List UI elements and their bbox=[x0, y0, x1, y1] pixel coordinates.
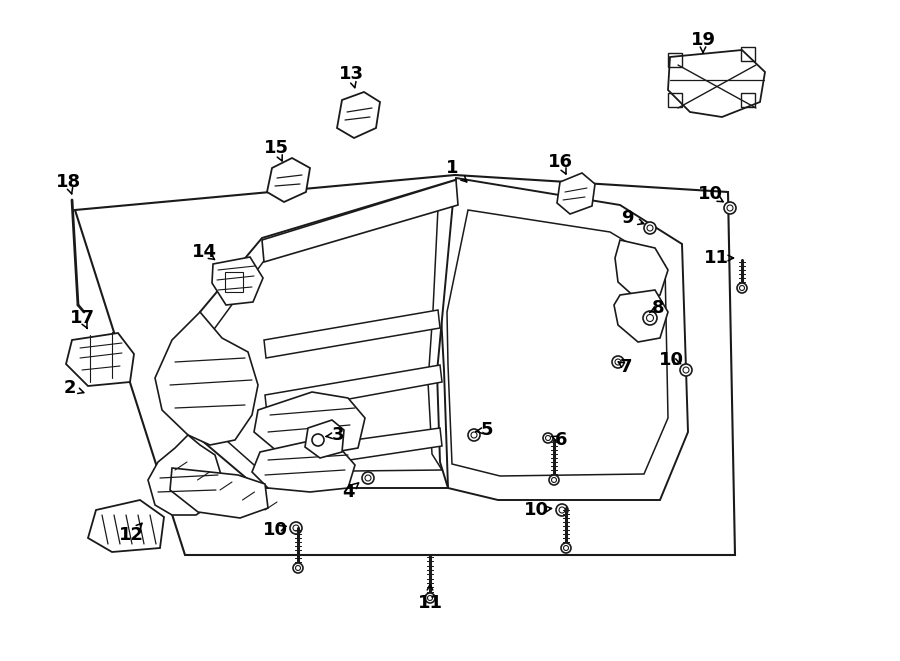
Circle shape bbox=[293, 525, 299, 531]
Polygon shape bbox=[615, 240, 668, 300]
Text: 15: 15 bbox=[264, 139, 289, 157]
Polygon shape bbox=[252, 442, 355, 492]
Text: 1: 1 bbox=[446, 159, 458, 177]
Circle shape bbox=[561, 543, 571, 553]
Bar bbox=[741, 93, 755, 107]
Polygon shape bbox=[265, 365, 442, 414]
Circle shape bbox=[737, 283, 747, 293]
Text: 19: 19 bbox=[690, 31, 716, 49]
Text: 5: 5 bbox=[481, 421, 493, 439]
Polygon shape bbox=[155, 312, 258, 445]
Circle shape bbox=[543, 433, 553, 443]
Polygon shape bbox=[557, 173, 595, 214]
Circle shape bbox=[545, 436, 551, 440]
Text: 10: 10 bbox=[659, 351, 683, 369]
Bar bbox=[225, 272, 243, 292]
Circle shape bbox=[683, 367, 689, 373]
Polygon shape bbox=[170, 468, 268, 518]
Text: 14: 14 bbox=[192, 243, 217, 261]
Polygon shape bbox=[440, 178, 688, 500]
Circle shape bbox=[644, 222, 656, 234]
Text: 11: 11 bbox=[418, 594, 443, 612]
Polygon shape bbox=[254, 392, 365, 455]
Text: 6: 6 bbox=[554, 431, 567, 449]
Circle shape bbox=[425, 593, 435, 603]
Polygon shape bbox=[447, 210, 668, 476]
Text: 18: 18 bbox=[56, 173, 81, 191]
Text: 13: 13 bbox=[338, 65, 364, 83]
Polygon shape bbox=[212, 257, 263, 305]
Polygon shape bbox=[262, 180, 458, 262]
Polygon shape bbox=[148, 435, 222, 515]
Polygon shape bbox=[180, 180, 455, 488]
Circle shape bbox=[563, 545, 569, 551]
Polygon shape bbox=[614, 290, 668, 342]
Circle shape bbox=[549, 475, 559, 485]
Text: 17: 17 bbox=[69, 309, 94, 327]
Polygon shape bbox=[192, 208, 442, 472]
Text: 10: 10 bbox=[263, 521, 287, 539]
Circle shape bbox=[312, 434, 324, 446]
Text: 16: 16 bbox=[547, 153, 572, 171]
Text: 3: 3 bbox=[332, 426, 344, 444]
Circle shape bbox=[643, 311, 657, 325]
Circle shape bbox=[724, 202, 736, 214]
Bar bbox=[668, 93, 682, 107]
Text: 7: 7 bbox=[620, 358, 632, 376]
Polygon shape bbox=[668, 50, 765, 117]
Circle shape bbox=[727, 205, 733, 211]
Circle shape bbox=[646, 315, 653, 321]
Polygon shape bbox=[88, 500, 164, 552]
Circle shape bbox=[471, 432, 477, 438]
Circle shape bbox=[647, 225, 653, 231]
Polygon shape bbox=[264, 310, 440, 358]
Circle shape bbox=[290, 522, 302, 534]
Polygon shape bbox=[268, 428, 442, 472]
Text: 4: 4 bbox=[342, 483, 355, 501]
Circle shape bbox=[468, 429, 480, 441]
Circle shape bbox=[428, 596, 433, 600]
Text: 10: 10 bbox=[524, 501, 548, 519]
Circle shape bbox=[362, 472, 374, 484]
Circle shape bbox=[615, 359, 621, 365]
Circle shape bbox=[559, 507, 565, 513]
Circle shape bbox=[556, 504, 568, 516]
Text: 11: 11 bbox=[704, 249, 728, 267]
Circle shape bbox=[293, 563, 303, 573]
Bar bbox=[668, 53, 682, 67]
Text: 8: 8 bbox=[652, 299, 664, 317]
Circle shape bbox=[612, 356, 624, 368]
Bar bbox=[741, 47, 755, 61]
Circle shape bbox=[552, 477, 556, 483]
Text: 2: 2 bbox=[64, 379, 76, 397]
Text: 12: 12 bbox=[119, 526, 143, 544]
Circle shape bbox=[680, 364, 692, 376]
Text: 10: 10 bbox=[698, 185, 723, 203]
Polygon shape bbox=[66, 333, 134, 386]
Polygon shape bbox=[337, 92, 380, 138]
Polygon shape bbox=[305, 420, 344, 458]
Circle shape bbox=[295, 566, 301, 570]
Text: 9: 9 bbox=[621, 209, 634, 227]
Polygon shape bbox=[75, 175, 735, 555]
Polygon shape bbox=[267, 158, 310, 202]
Circle shape bbox=[740, 286, 744, 290]
Circle shape bbox=[365, 475, 371, 481]
